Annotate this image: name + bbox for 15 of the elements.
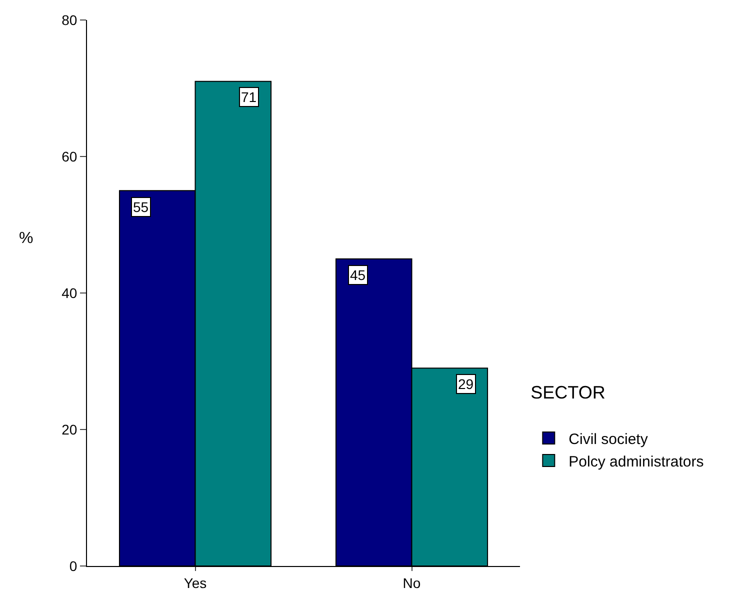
- x-tick-label: No: [402, 574, 421, 591]
- y-tick-label: 0: [69, 558, 78, 574]
- legend-label: Polcy administrators: [568, 453, 704, 470]
- data-label: 29: [458, 376, 474, 392]
- y-tick-label: 20: [62, 421, 78, 438]
- legend-title: SECTOR: [530, 382, 606, 402]
- data-label: 45: [350, 267, 366, 283]
- y-axis-title: %: [19, 230, 34, 247]
- y-tick-label: 40: [62, 284, 78, 301]
- data-label: 55: [133, 199, 149, 215]
- y-tick-label: 80: [62, 12, 78, 28]
- x-tick-label: Yes: [184, 574, 207, 591]
- data-label: 71: [241, 89, 257, 105]
- legend-label: Civil society: [568, 430, 648, 448]
- y-tick-label: 60: [62, 148, 78, 164]
